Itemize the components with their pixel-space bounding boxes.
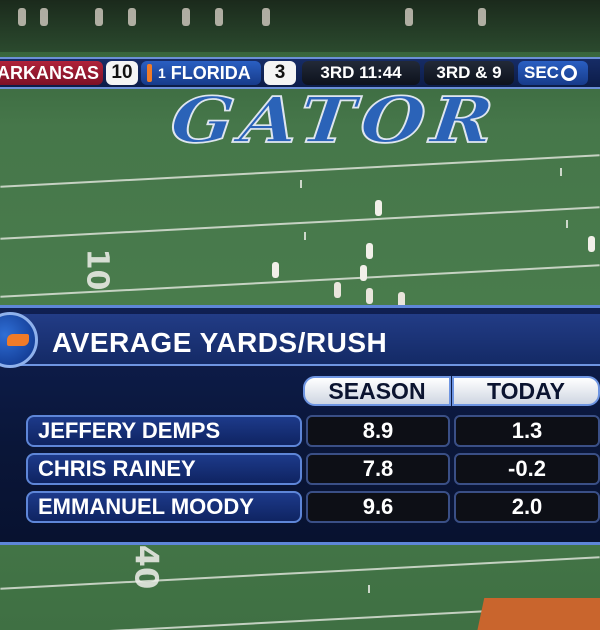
yard-number: 10 — [79, 248, 115, 291]
spectator — [262, 8, 270, 26]
yard-line — [0, 206, 600, 240]
spectator — [18, 8, 26, 26]
season-value: 8.9 — [306, 415, 450, 447]
home-team-rank: 1 — [158, 65, 166, 81]
player-name: JEFFERY DEMPS — [26, 415, 302, 447]
gator-logo-icon — [0, 312, 38, 368]
endzone-lettering: GATOR — [166, 83, 503, 158]
midfield-logo — [475, 598, 600, 630]
stadium-stands — [0, 0, 600, 52]
player-name: EMMANUEL MOODY — [26, 491, 302, 523]
player — [588, 236, 595, 252]
spectator — [128, 8, 136, 26]
hash-mark — [300, 180, 302, 188]
spectator — [95, 8, 103, 26]
today-value: 1.3 — [454, 415, 600, 447]
yard-number: 40 — [127, 544, 166, 590]
home-team-score: 3 — [264, 61, 296, 85]
hash-mark — [560, 168, 562, 176]
stats-title: AVERAGE YARDS/RUSH — [52, 327, 388, 358]
spectator — [40, 8, 48, 26]
stat-row: JEFFERY DEMPS 8.9 1.3 — [26, 415, 600, 447]
stat-row: EMMANUEL MOODY 9.6 2.0 — [26, 491, 600, 523]
player — [366, 243, 373, 259]
spectator — [405, 8, 413, 26]
away-team-name: ARKANSAS — [0, 61, 103, 85]
spectator — [215, 8, 223, 26]
today-value: 2.0 — [454, 491, 600, 523]
player — [360, 265, 367, 281]
team-color-stripe — [147, 64, 152, 82]
game-clock: 3RD 11:44 — [302, 61, 420, 85]
hash-mark — [368, 585, 370, 593]
network-logo-icon — [560, 65, 577, 81]
today-value: -0.2 — [454, 453, 600, 485]
player — [398, 292, 405, 308]
player — [334, 282, 341, 298]
hash-mark — [566, 220, 568, 228]
stats-graphic: AVERAGE YARDS/RUSH SEASON TODAY JEFFERY … — [0, 305, 600, 545]
stat-row: CHRIS RAINEY 7.8 -0.2 — [26, 453, 600, 485]
spectator — [478, 8, 486, 26]
player — [272, 262, 279, 278]
down-and-distance: 3RD & 9 — [424, 61, 514, 85]
column-header-today: TODAY — [452, 376, 600, 406]
player — [366, 288, 373, 304]
home-team: 1 FLORIDA — [141, 61, 261, 85]
player-name: CHRIS RAINEY — [26, 453, 302, 485]
season-value: 7.8 — [306, 453, 450, 485]
player — [375, 200, 382, 216]
stats-title-bar: AVERAGE YARDS/RUSH — [0, 312, 600, 368]
column-header-season: SEASON — [303, 376, 451, 406]
hash-mark — [304, 232, 306, 240]
spectator — [182, 8, 190, 26]
yard-line — [0, 556, 600, 590]
score-bug: ARKANSAS 10 1 FLORIDA 3 3RD 11:44 3RD & … — [0, 57, 600, 89]
network-badge: SEC — [518, 61, 588, 85]
away-team-score: 10 — [106, 61, 138, 85]
home-team-name: FLORIDA — [170, 62, 251, 83]
season-value: 9.6 — [306, 491, 450, 523]
network-name: SEC — [524, 63, 559, 82]
